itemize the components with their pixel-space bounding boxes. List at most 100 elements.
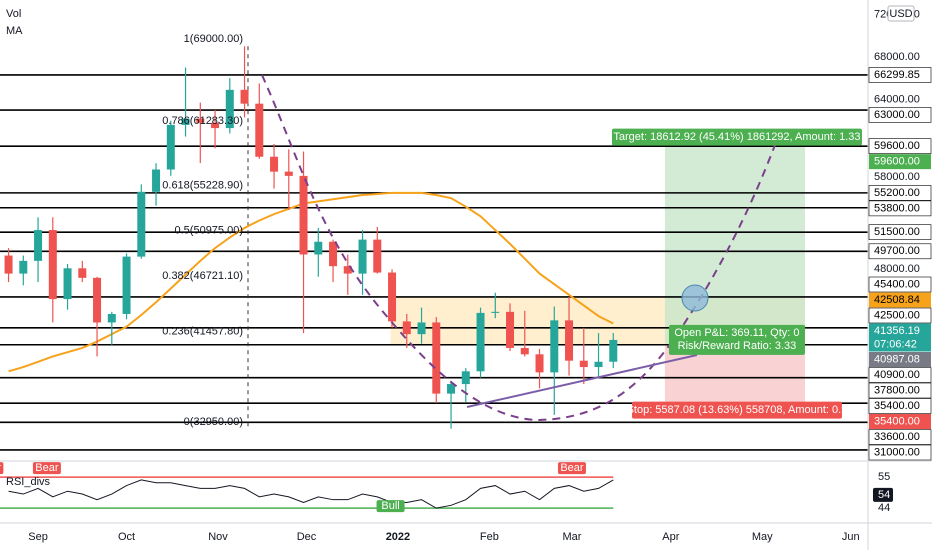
price-label-box bbox=[868, 398, 932, 414]
price-label-box bbox=[869, 154, 931, 170]
candle-body bbox=[211, 122, 220, 129]
price-label-box bbox=[868, 307, 932, 324]
rsi-name: RSI_divs bbox=[6, 476, 51, 488]
candle-body bbox=[565, 320, 574, 361]
rsi-line bbox=[8, 479, 614, 509]
price-label-box bbox=[868, 444, 932, 461]
x-tick-label: Mar bbox=[563, 531, 582, 543]
price-label: 49700.00 bbox=[874, 245, 920, 257]
target-label-box bbox=[611, 128, 862, 146]
candle-body bbox=[63, 268, 72, 300]
candle-body bbox=[579, 360, 588, 368]
price-label: 64000.00 bbox=[874, 93, 920, 105]
candle-body bbox=[299, 175, 308, 255]
pnl-label: Open P&L: 369.11, Qty: 0 bbox=[674, 327, 799, 339]
divergence-label: Bear bbox=[35, 462, 59, 474]
candle-body bbox=[476, 312, 485, 372]
candle-body bbox=[34, 230, 43, 261]
fib-label: 0(32950.00) bbox=[184, 416, 243, 428]
candle-body bbox=[520, 347, 529, 355]
candle-body bbox=[417, 322, 426, 335]
price-label: 40900.00 bbox=[874, 369, 920, 381]
candle-body bbox=[225, 89, 234, 129]
divergence-label: Bear bbox=[560, 462, 584, 474]
candle-body bbox=[358, 239, 367, 274]
candle-body bbox=[432, 322, 441, 394]
x-tick-label: Apr bbox=[662, 531, 679, 543]
candle-body bbox=[166, 124, 175, 170]
candle-body bbox=[122, 256, 131, 314]
pnl-label-box bbox=[668, 324, 805, 355]
indicator-label: Vol bbox=[6, 8, 21, 20]
price-label: 40987.08 bbox=[874, 353, 920, 365]
divergence-box bbox=[376, 500, 405, 513]
indicator-label: MA bbox=[6, 25, 23, 37]
x-tick-label: Dec bbox=[297, 531, 317, 543]
x-tick-label: Nov bbox=[208, 531, 228, 543]
price-label: 68000.00 bbox=[874, 51, 920, 63]
fib-label: 0.236(41457.80) bbox=[162, 326, 243, 338]
axes: SepOctNovDec2022FebMarAprMayJun72000.006… bbox=[28, 5, 932, 543]
price-label-box bbox=[869, 323, 931, 352]
candle-body bbox=[491, 311, 500, 313]
candle-body bbox=[343, 266, 352, 274]
fib-label: 0.786(61283.30) bbox=[162, 115, 243, 127]
price-label: 37800.00 bbox=[874, 384, 920, 396]
candle-body bbox=[284, 171, 293, 176]
fib-label: 0.382(46721.10) bbox=[162, 270, 243, 282]
target-label: Target: 18612.92 (45.41%) 1861292, Amoun… bbox=[613, 131, 860, 143]
price-label: 42508.84 bbox=[874, 294, 920, 306]
price-label: 59600.00 bbox=[874, 140, 920, 152]
price-label-box bbox=[868, 200, 932, 217]
candle-body bbox=[461, 371, 470, 385]
candle-body bbox=[314, 241, 323, 255]
marker-circle bbox=[681, 284, 709, 312]
candle-body bbox=[329, 241, 338, 267]
candle-body bbox=[93, 277, 102, 323]
price-label: 51500.00 bbox=[874, 226, 920, 238]
price-label: 55200.00 bbox=[874, 187, 920, 199]
pnl-label: Risk/Reward Ratio: 3.33 bbox=[678, 340, 797, 352]
price-label: 41356.19 bbox=[874, 325, 920, 337]
fib-label: 1(69000.00) bbox=[184, 33, 243, 45]
price-label: 45400.00 bbox=[874, 278, 920, 290]
price-label-box bbox=[868, 138, 932, 154]
labels: 1(69000.00) 0.786(61283.30) 0.618(55228.90… bbox=[0, 33, 862, 513]
candle-body bbox=[270, 156, 279, 172]
candle-body bbox=[78, 268, 87, 278]
candle-body bbox=[181, 118, 190, 125]
price-label-box bbox=[868, 243, 932, 260]
x-tick-label: Sep bbox=[28, 531, 48, 543]
candle-body bbox=[4, 255, 13, 274]
price-label-box bbox=[868, 276, 932, 293]
candle-body bbox=[152, 169, 161, 192]
rsi-last: 54 bbox=[878, 489, 890, 501]
currency: USD bbox=[889, 8, 912, 20]
price-label-box bbox=[868, 224, 932, 240]
price-label: 58000.00 bbox=[874, 171, 920, 183]
price-label: 35400.00 bbox=[874, 400, 920, 412]
target-zone bbox=[664, 146, 806, 344]
candle-body bbox=[137, 191, 146, 257]
candle-body bbox=[240, 89, 249, 104]
divergence-label: Bull bbox=[381, 500, 399, 512]
currency-box bbox=[887, 5, 915, 22]
fib-label: 0.5(50975.00) bbox=[175, 225, 244, 237]
divergence-label: Bear bbox=[0, 462, 1, 474]
price-label-box bbox=[869, 292, 931, 308]
rsi-tick-label: 55 bbox=[878, 471, 890, 483]
price-label: 31000.00 bbox=[874, 446, 920, 458]
price-label-box bbox=[868, 382, 932, 399]
candle-body bbox=[388, 272, 397, 322]
x-tick-label: Oct bbox=[118, 531, 135, 543]
candle-body bbox=[19, 260, 28, 274]
divergence-box bbox=[32, 462, 61, 475]
candle-body bbox=[373, 239, 382, 273]
price-label: 59600.00 bbox=[874, 156, 920, 168]
price-label-box bbox=[868, 67, 932, 83]
candle-body bbox=[255, 103, 264, 157]
price-label: 48000.00 bbox=[874, 263, 920, 275]
countdown: 07:06:42 bbox=[874, 338, 917, 350]
candle-body bbox=[447, 384, 456, 394]
